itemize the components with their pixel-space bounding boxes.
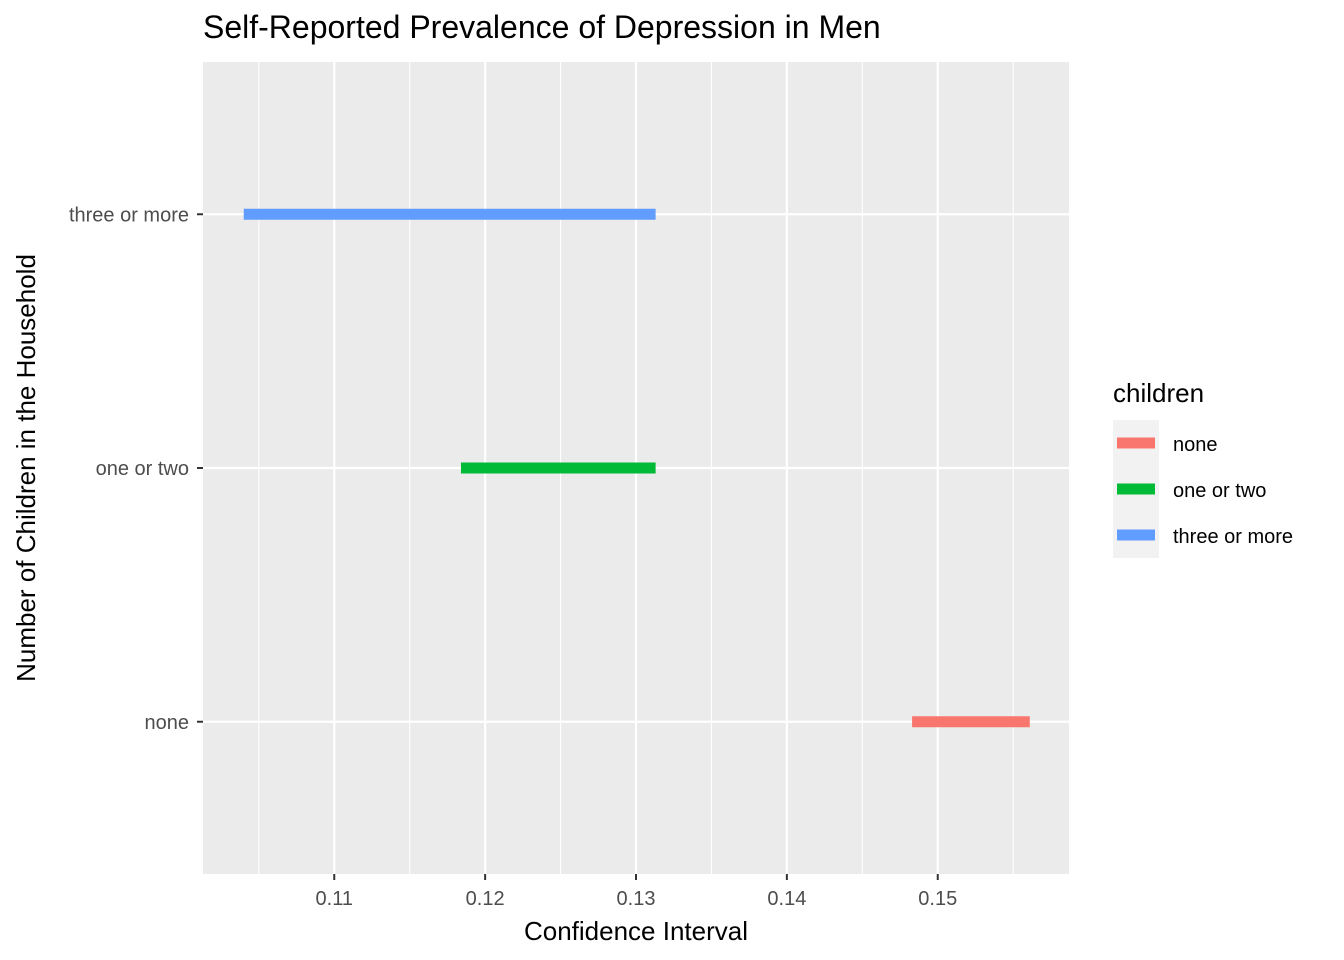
- x-tick-label: 0.11: [316, 888, 353, 910]
- x-tick-label: 0.13: [617, 888, 656, 910]
- legend-title: children: [1113, 378, 1204, 408]
- legend-label: none: [1173, 434, 1218, 456]
- x-tick-label: 0.15: [918, 888, 957, 910]
- x-axis-title: Confidence Interval: [524, 916, 748, 946]
- legend-label: one or two: [1173, 480, 1266, 502]
- y-tick-label: three or more: [69, 204, 189, 226]
- y-axis-ticks: none one or two three or more: [69, 204, 203, 734]
- y-tick-label: one or two: [96, 458, 189, 480]
- x-axis-ticks: 0.11 0.12 0.13 0.14 0.15: [316, 874, 957, 910]
- y-tick-label: none: [145, 712, 190, 734]
- x-tick-label: 0.12: [466, 888, 505, 910]
- interval-bars: [243, 208, 1030, 728]
- y-axis-title: Number of Children in the Household: [11, 254, 41, 682]
- legend-label: three or more: [1173, 526, 1293, 548]
- chart-title: Self-Reported Prevalence of Depression i…: [203, 9, 881, 45]
- legend: children none one or two three or more: [1113, 378, 1293, 558]
- x-tick-label: 0.14: [767, 888, 806, 910]
